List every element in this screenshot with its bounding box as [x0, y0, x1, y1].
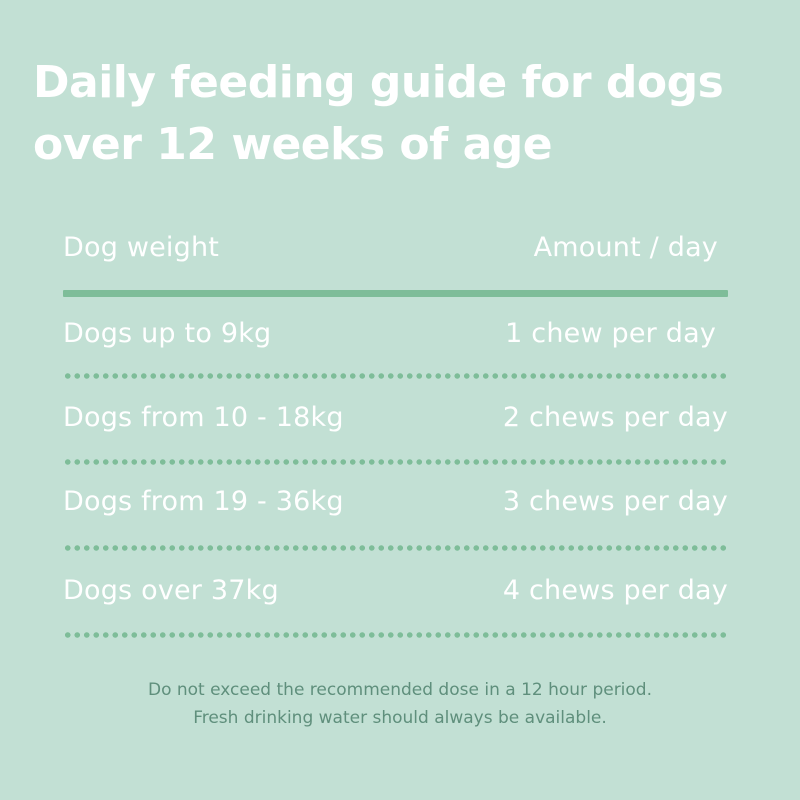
row-amount: 4 chews per day	[502, 575, 728, 606]
title-line-1: Daily feeding guide for dogs	[33, 57, 724, 108]
page-title: Daily feeding guide for dogs over 12 wee…	[33, 52, 773, 176]
table-row: Dogs from 19 - 36kg 3 chews per day	[63, 480, 728, 524]
row-divider	[63, 632, 728, 638]
title-line-2: over 12 weeks of age	[33, 119, 553, 170]
table-header: Dog weight Amount / day	[63, 226, 728, 270]
row-divider	[63, 545, 728, 551]
water-note: Fresh drinking water should always be av…	[193, 708, 607, 728]
dosage-note: Do not exceed the recommended dose in a …	[0, 676, 800, 732]
table-row: Dogs up to 9kg 1 chew per day	[63, 312, 728, 356]
header-amount-per-day: Amount / day	[533, 232, 718, 263]
row-weight: Dogs from 10 - 18kg	[63, 402, 344, 433]
row-weight: Dogs over 37kg	[63, 575, 279, 606]
row-amount: 2 chews per day	[502, 402, 728, 433]
header-dog-weight: Dog weight	[63, 232, 220, 263]
dosage-warning: Do not exceed the recommended dose in a …	[147, 680, 652, 700]
header-divider	[63, 290, 728, 297]
row-weight: Dogs from 19 - 36kg	[63, 486, 344, 517]
row-amount: 1 chew per day	[505, 318, 716, 349]
row-weight: Dogs up to 9kg	[63, 318, 272, 349]
row-amount: 3 chews per day	[502, 486, 728, 517]
table-row: Dogs over 37kg 4 chews per day	[63, 569, 728, 613]
row-divider	[63, 373, 728, 379]
table-row: Dogs from 10 - 18kg 2 chews per day	[63, 396, 728, 440]
row-divider	[63, 459, 728, 465]
